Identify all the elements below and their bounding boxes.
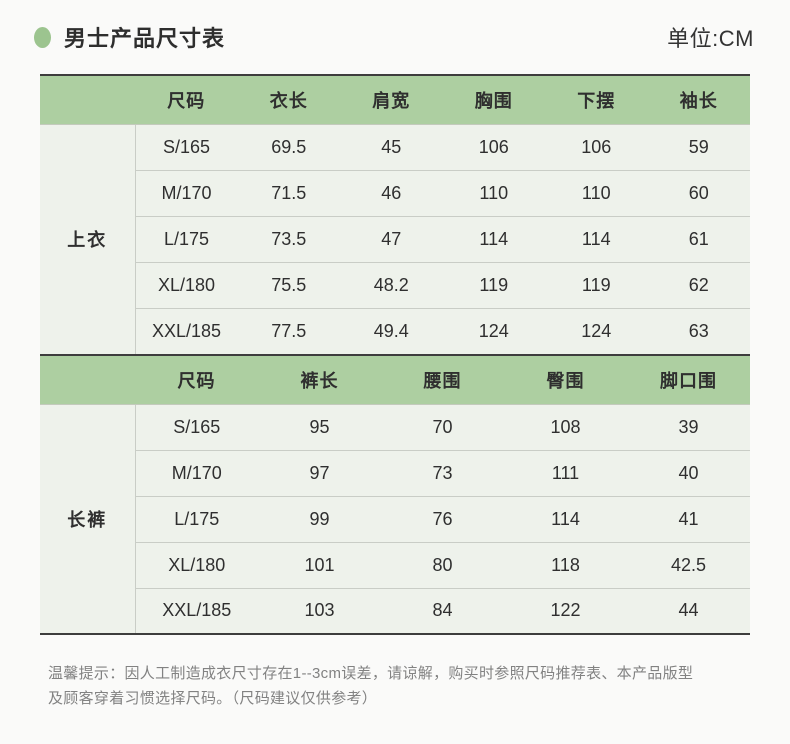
table-row: M/170 71.5 46 110 110 60 bbox=[40, 170, 750, 217]
corner-cell bbox=[40, 75, 135, 125]
value-cell: 114 bbox=[545, 216, 648, 263]
value-cell: 41 bbox=[627, 496, 750, 543]
value-cell: 80 bbox=[381, 542, 504, 589]
value-cell: 106 bbox=[545, 124, 648, 171]
size-cell: XL/180 bbox=[135, 262, 238, 309]
table-row: XL/180 101 80 118 42.5 bbox=[40, 542, 750, 589]
value-cell: 69.5 bbox=[237, 124, 340, 171]
size-cell: M/170 bbox=[135, 450, 258, 497]
size-cell: M/170 bbox=[135, 170, 238, 217]
value-cell: 40 bbox=[627, 450, 750, 497]
header-row: 尺码 衣长 肩宽 胸围 下摆 袖长 bbox=[40, 75, 750, 125]
value-cell: 70 bbox=[381, 404, 504, 451]
table-row: XL/180 75.5 48.2 119 119 62 bbox=[40, 262, 750, 309]
value-cell: 71.5 bbox=[237, 170, 340, 217]
value-cell: 111 bbox=[504, 450, 627, 497]
value-cell: 110 bbox=[545, 170, 648, 217]
value-cell: 84 bbox=[432, 600, 453, 621]
value-cell: 114 bbox=[442, 216, 545, 263]
size-table-pants: 尺码 裤长 腰围 臀围 脚口围 长裤 S/165 95 70 108 39 M/170 97 73 111 4… bbox=[40, 354, 750, 635]
page-title: 男士产品尺寸表 bbox=[64, 26, 226, 51]
value-cell: 46 bbox=[340, 170, 443, 217]
table-row: L/175 73.5 47 114 114 61 bbox=[40, 216, 750, 263]
table-row: XXL/185 77.5 49.4 124 124 63 bbox=[40, 308, 750, 354]
value-cell: 60 bbox=[647, 170, 750, 217]
size-table-tops: 尺码 衣长 肩宽 胸围 下摆 袖长 上衣 S/165 69.5 45 106 106 59 M/170 71… bbox=[40, 74, 750, 354]
value-cell: 48.2 bbox=[340, 262, 443, 309]
value-cell: 39 bbox=[627, 404, 750, 451]
title-wrap: 男士产品尺寸表 bbox=[34, 21, 225, 53]
size-note: 温馨提示：因人工制造成衣尺寸存在1--3cm误差，请谅解，购买时参照尺码推荐表、… bbox=[0, 635, 790, 712]
value-cell: 119 bbox=[545, 262, 648, 309]
bullet-dot-icon bbox=[34, 26, 51, 48]
value-cell: 124 bbox=[478, 320, 509, 341]
category-cell: 上衣 bbox=[40, 124, 136, 354]
table-row: 长裤 S/165 95 70 108 39 bbox=[40, 404, 750, 634]
unit-label: 单位:CM bbox=[667, 26, 754, 51]
value-cell: 75.5 bbox=[237, 262, 340, 309]
page-header: 男士产品尺寸表 单位:CM bbox=[0, 0, 790, 74]
column-header: 尺码 bbox=[135, 75, 238, 125]
value-cell: 99 bbox=[258, 496, 381, 543]
value-cell: 119 bbox=[442, 262, 545, 309]
value-cell: 124 bbox=[581, 320, 612, 341]
column-header: 袖长 bbox=[647, 75, 750, 125]
value-cell: 62 bbox=[647, 262, 750, 309]
header-row: 尺码 裤长 腰围 臀围 脚口围 bbox=[40, 355, 750, 405]
table-row: L/175 99 76 114 41 bbox=[40, 496, 750, 543]
column-header: 裤长 bbox=[258, 355, 381, 405]
corner-cell bbox=[40, 355, 135, 405]
value-cell: 103 bbox=[304, 600, 335, 621]
value-cell: 44 bbox=[678, 600, 699, 621]
column-header: 尺码 bbox=[135, 355, 258, 405]
size-note-line-2: 及顾客穿着习惯选择尺码。（尺码建议仅供参考） bbox=[48, 689, 378, 707]
value-cell: 110 bbox=[442, 170, 545, 217]
value-cell: 61 bbox=[647, 216, 750, 263]
value-cell: 76 bbox=[381, 496, 504, 543]
column-header: 下摆 bbox=[545, 75, 648, 125]
column-header: 腰围 bbox=[381, 355, 504, 405]
column-header: 胸围 bbox=[442, 75, 545, 125]
value-cell: 122 bbox=[550, 600, 581, 621]
value-cell: 63 bbox=[688, 320, 709, 341]
column-header: 肩宽 bbox=[340, 75, 443, 125]
value-cell: 106 bbox=[442, 124, 545, 171]
table-row: M/170 97 73 111 40 bbox=[40, 450, 750, 497]
value-cell: 73.5 bbox=[237, 216, 340, 263]
value-cell: 59 bbox=[647, 124, 750, 171]
size-cell: XXL/185 bbox=[151, 320, 222, 341]
value-cell: 108 bbox=[504, 404, 627, 451]
table-row: 上衣 S/165 69.5 45 106 106 59 bbox=[40, 124, 750, 354]
value-cell: 47 bbox=[340, 216, 443, 263]
value-cell: 45 bbox=[340, 124, 443, 171]
size-cell: XXL/185 bbox=[162, 600, 232, 621]
column-header: 衣长 bbox=[237, 75, 340, 125]
value-cell: 73 bbox=[381, 450, 504, 497]
size-note-line-1: 温馨提示：因人工制造成衣尺寸存在1--3cm误差，请谅解，购买时参照尺码推荐表、… bbox=[48, 665, 694, 682]
value-cell: 118 bbox=[504, 542, 627, 589]
value-cell: 97 bbox=[258, 450, 381, 497]
value-cell: 42.5 bbox=[627, 542, 750, 589]
size-cell: XL/180 bbox=[135, 542, 258, 589]
value-cell: 101 bbox=[258, 542, 381, 589]
size-tables-area: 尺码 衣长 肩宽 胸围 下摆 袖长 上衣 S/165 69.5 45 106 106 59 M/170 71… bbox=[0, 74, 790, 635]
size-cell: S/165 bbox=[135, 404, 258, 451]
table-row: XXL/185 103 84 122 44 bbox=[40, 588, 750, 634]
value-cell: 114 bbox=[504, 496, 627, 543]
size-cell: L/175 bbox=[135, 496, 258, 543]
value-cell: 95 bbox=[258, 404, 381, 451]
category-cell: 长裤 bbox=[40, 404, 136, 634]
value-cell: 49.4 bbox=[373, 320, 409, 341]
size-cell: L/175 bbox=[135, 216, 238, 263]
size-cell: S/165 bbox=[135, 124, 238, 171]
column-header: 脚口围 bbox=[627, 355, 750, 405]
column-header: 臀围 bbox=[504, 355, 627, 405]
value-cell: 77.5 bbox=[271, 320, 307, 341]
